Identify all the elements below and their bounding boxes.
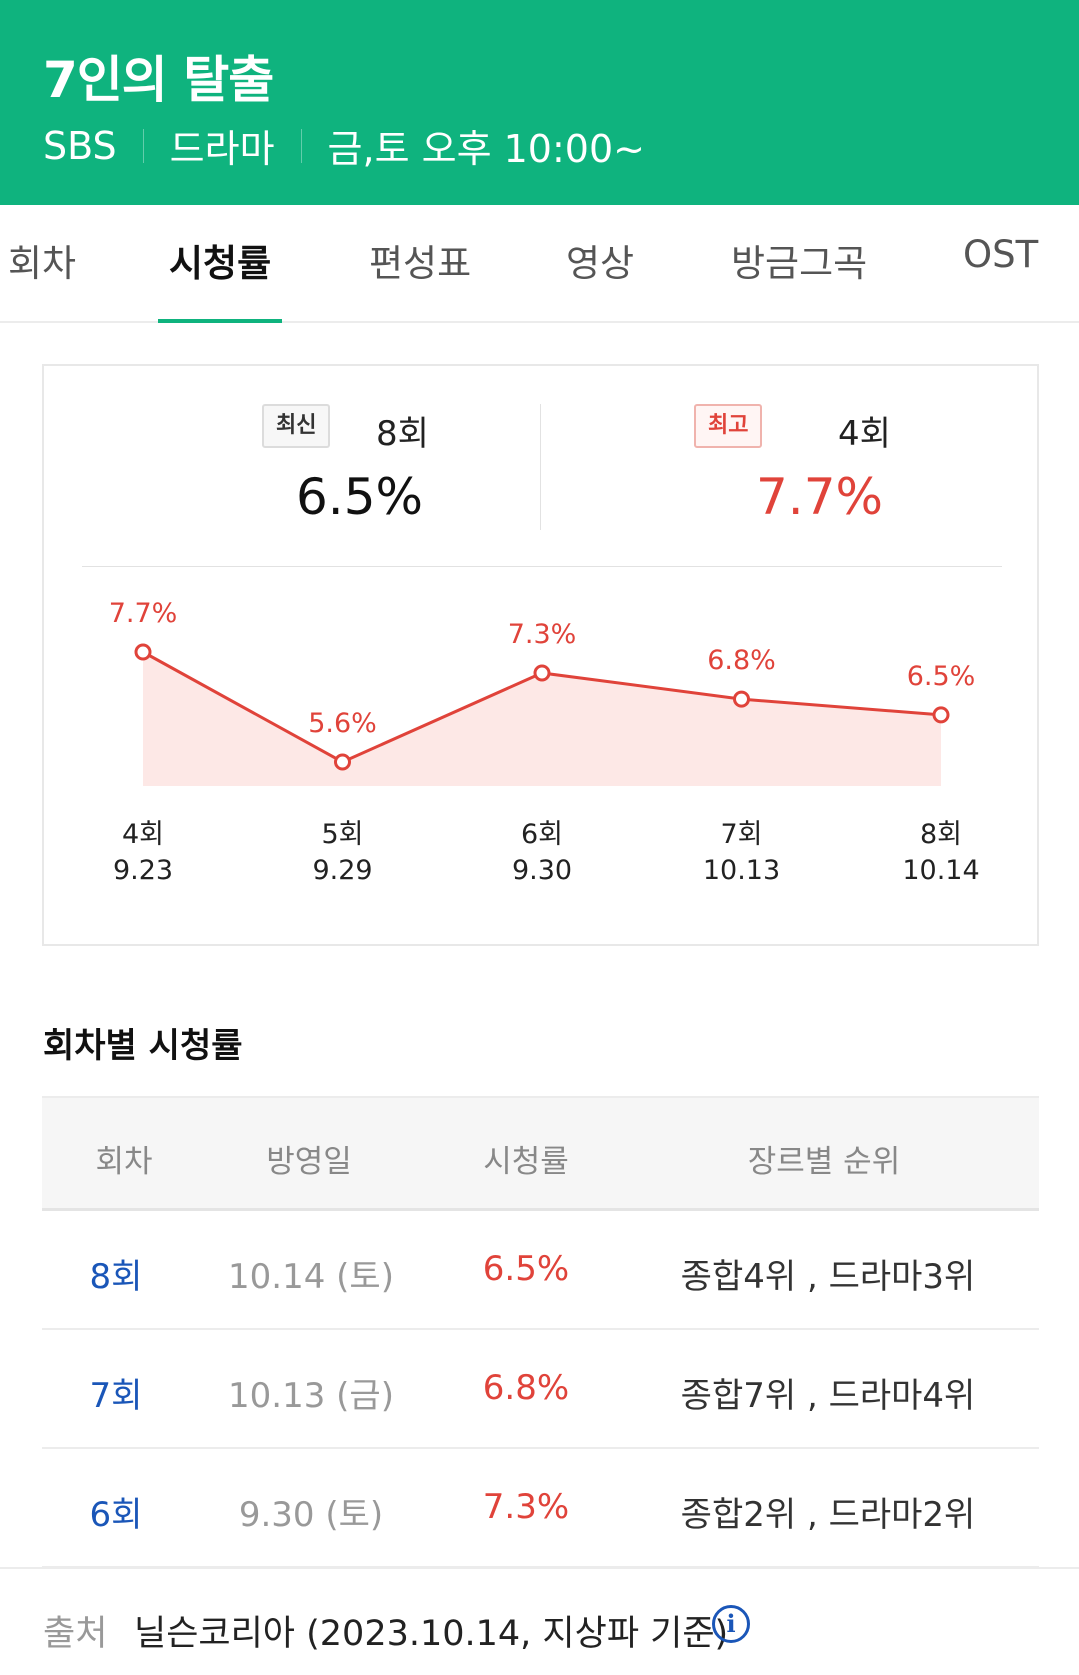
episode-link[interactable]: 7회	[89, 1376, 143, 1416]
ratings-chart: 7.7% 4회 9.23 5.6% 5회 9.29 7.3% 6회 9.30 6.8% 7회 10.1…	[109, 598, 980, 886]
chart-x-date-label: 9.29	[312, 855, 372, 886]
latest-badge: 최신	[262, 404, 331, 448]
summary-divider	[540, 404, 541, 530]
source-label: 출처	[43, 1614, 108, 1654]
chart-x-episode-label: 4회	[122, 819, 164, 850]
episode-ratings-table: 회차 방영일 시청률 장르별 순위 8회 10.14 (토) 6.5% 종합4위…	[42, 1096, 1039, 1568]
chart-value-label: 7.3%	[508, 619, 577, 650]
chart-x-date-label: 9.23	[113, 855, 173, 886]
chart-x-episode-label: 5회	[321, 819, 363, 850]
air-date: 9.30 (토)	[238, 1495, 384, 1535]
rating-value: 6.5%	[482, 1249, 570, 1289]
chart-point	[334, 753, 351, 771]
genre-rank: 종합7위 , 드라마4위	[680, 1376, 976, 1416]
meta-divider	[300, 128, 302, 163]
tab-bar: 회차 시청률 편성표 영상 방금그곡 OST	[0, 205, 1079, 323]
chart-area-fill	[143, 652, 941, 786]
air-date: 10.13 (금)	[228, 1376, 394, 1416]
chart-point	[733, 690, 750, 708]
channel-name: SBS	[43, 123, 117, 168]
program-meta: SBS 드라마 금,토 오후 10:00~	[43, 118, 645, 173]
header-rating: 시청률	[483, 1144, 569, 1180]
episode-link[interactable]: 6회	[89, 1495, 143, 1535]
broadcast-schedule: 금,토 오후 10:00~	[327, 127, 645, 171]
source-footer: 출처 닐슨코리아 (2023.10.14, 지상파 기준) i	[0, 1567, 1079, 1675]
rating-value: 7.3%	[482, 1487, 570, 1527]
ratings-summary-card: 최신 8회 6.5% 최고 4회 7.7% 7.7% 4회 9.23 5.6% 5회 9.…	[42, 364, 1039, 946]
episode-link[interactable]: 8회	[89, 1257, 143, 1297]
genre-rank: 종합4위 , 드라마3위	[680, 1257, 976, 1297]
chart-x-episode-label: 7회	[720, 819, 762, 850]
table-row: 6회 9.30 (토) 7.3% 종합2위 , 드라마2위	[42, 1449, 1039, 1568]
header-air-date: 방영일	[266, 1144, 352, 1180]
best-rating-value: 7.7%	[756, 468, 884, 526]
genre-name: 드라마	[169, 127, 275, 171]
card-divider	[82, 566, 1002, 567]
latest-rating-value: 6.5%	[296, 468, 424, 526]
tab-episodes[interactable]: 회차	[8, 242, 77, 285]
chart-x-date-label: 10.13	[703, 855, 780, 886]
tab-videos[interactable]: 영상	[566, 242, 635, 285]
chart-value-label: 7.7%	[109, 598, 178, 629]
best-badge: 최고	[694, 404, 763, 448]
latest-episode: 8회	[376, 414, 429, 454]
rating-value: 6.8%	[482, 1368, 570, 1408]
chart-value-label: 6.5%	[907, 661, 976, 692]
tab-ost[interactable]: OST	[963, 233, 1039, 276]
header-episode: 회차	[95, 1144, 153, 1180]
tab-music[interactable]: 방금그곡	[731, 242, 868, 285]
info-icon[interactable]: i	[712, 1605, 750, 1643]
tab-schedule[interactable]: 편성표	[369, 242, 472, 285]
genre-rank: 종합2위 , 드라마2위	[680, 1495, 976, 1535]
chart-point	[134, 643, 152, 661]
chart-x-episode-label: 8회	[920, 819, 962, 850]
chart-point	[932, 706, 950, 724]
table-header: 회차 방영일 시청률 장르별 순위	[42, 1096, 1039, 1211]
chart-x-episode-label: 6회	[521, 819, 563, 850]
meta-divider	[142, 128, 144, 163]
tab-ratings[interactable]: 시청률	[169, 242, 272, 285]
header-genre-rank: 장르별 순위	[747, 1144, 901, 1180]
active-tab-indicator	[158, 319, 282, 323]
best-episode: 4회	[838, 414, 891, 454]
table-row: 8회 10.14 (토) 6.5% 종합4위 , 드라마3위	[42, 1211, 1039, 1330]
section-title: 회차별 시청률	[43, 1026, 243, 1066]
chart-x-date-label: 10.14	[902, 855, 979, 886]
chart-x-date-label: 9.30	[512, 855, 572, 886]
air-date: 10.14 (토)	[228, 1257, 394, 1297]
program-header: 7인의 탈출 SBS 드라마 금,토 오후 10:00~	[0, 0, 1079, 205]
chart-value-label: 5.6%	[308, 708, 377, 739]
chart-point	[533, 664, 551, 682]
chart-value-label: 6.8%	[707, 645, 776, 676]
program-title: 7인의 탈출	[43, 51, 274, 109]
best-rating: 최고 4회 7.7%	[544, 404, 964, 526]
latest-rating: 최신 8회 6.5%	[72, 404, 492, 526]
source-text: 닐슨코리아 (2023.10.14, 지상파 기준)	[134, 1614, 729, 1654]
table-row: 7회 10.13 (금) 6.8% 종합7위 , 드라마4위	[42, 1330, 1039, 1449]
